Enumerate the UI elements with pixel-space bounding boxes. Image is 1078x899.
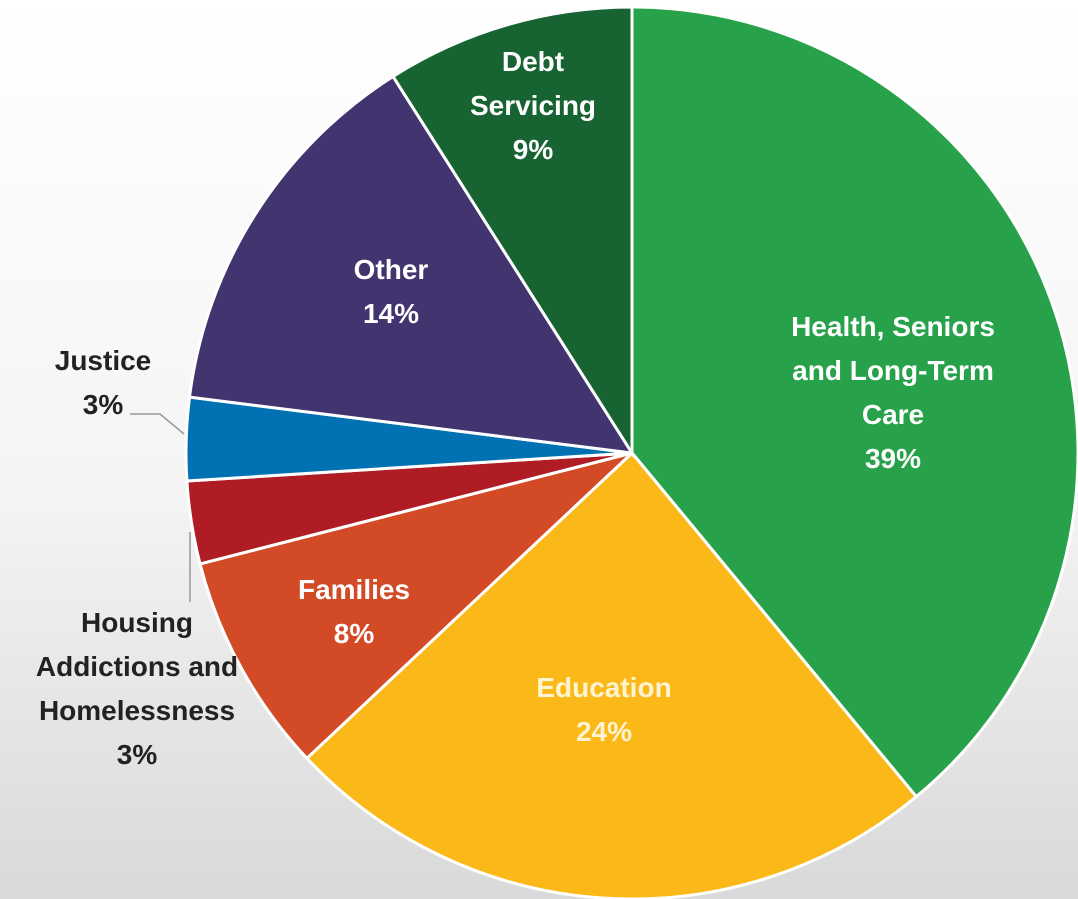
pie-slice [198, 451, 634, 761]
category-label: Education [536, 672, 672, 703]
category-label: Justice [54, 345, 152, 376]
value-label: 14% [362, 298, 420, 329]
pie-slice [390, 5, 634, 459]
slice-label: Other 14% [311, 248, 471, 336]
category-label: Other [353, 254, 429, 285]
value-label: 9% [512, 134, 554, 165]
category-label: Families [297, 574, 411, 605]
value-label: 3% [82, 389, 124, 420]
pie-slice [630, 5, 1078, 799]
value-label: 24% [575, 716, 633, 747]
pie-slice [304, 450, 919, 899]
slice-label: Housing Addictions and Homelessness 3% [12, 601, 262, 777]
slice-label: Education 24% [494, 666, 714, 754]
slice-label: Debt Servicing 9% [448, 40, 618, 172]
pie-slice [187, 74, 635, 455]
value-label: 39% [864, 443, 922, 474]
category-label: Debt Servicing [469, 46, 597, 121]
slice-label: Families 8% [264, 568, 444, 656]
slice-label: Justice 3% [33, 339, 173, 427]
value-label: 3% [116, 739, 158, 770]
category-label: Housing Addictions and Homelessness [35, 607, 239, 726]
slice-label: Health, Seniors and Long-Term Care 39% [783, 305, 1003, 481]
category-label: Health, Seniors and Long-Term Care [791, 311, 995, 430]
leader-line [130, 413, 185, 435]
value-label: 8% [333, 618, 375, 649]
